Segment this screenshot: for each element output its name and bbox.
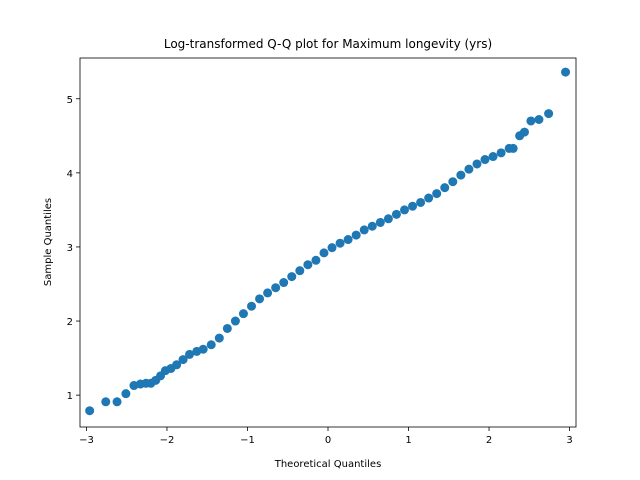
point [519, 127, 529, 137]
point [526, 116, 536, 126]
x-tick-label: 3 [566, 435, 572, 446]
point [230, 316, 240, 326]
point [319, 248, 329, 258]
point [112, 397, 122, 407]
point [101, 397, 111, 407]
point [279, 278, 289, 288]
point [544, 109, 554, 119]
y-tick-label: 1 [67, 391, 73, 402]
point [464, 164, 474, 174]
point [178, 355, 188, 365]
point [472, 159, 482, 169]
point [303, 260, 313, 270]
point [121, 389, 131, 399]
y-tick-label: 3 [67, 243, 73, 254]
point [85, 406, 95, 416]
point [432, 189, 442, 199]
point [399, 205, 409, 215]
point [238, 309, 248, 319]
point [287, 272, 297, 282]
point [448, 177, 458, 187]
point [343, 235, 353, 245]
point [295, 266, 305, 276]
y-tick-label: 2 [67, 317, 73, 328]
x-tick-label: 2 [486, 435, 492, 446]
y-tick-label: 4 [67, 169, 73, 180]
point [222, 323, 232, 333]
point [255, 294, 265, 304]
point [214, 333, 224, 343]
point [247, 301, 257, 311]
point [351, 230, 361, 240]
point [408, 201, 418, 211]
point [391, 209, 401, 219]
chart-title: Log-transformed Q-Q plot for Maximum lon… [164, 37, 492, 51]
point [206, 340, 216, 350]
point [534, 115, 544, 124]
point [416, 197, 426, 207]
point [508, 143, 518, 153]
point [456, 170, 466, 180]
point [480, 155, 490, 165]
x-tick-label: 0 [325, 435, 331, 446]
point [496, 148, 506, 158]
y-tick-label: 5 [67, 95, 73, 106]
point [383, 214, 393, 224]
point [172, 360, 182, 370]
x-tick-label: −2 [160, 435, 175, 446]
plot-frame [79, 57, 577, 428]
y-axis-label: Sample Quantiles [43, 198, 54, 286]
point [561, 67, 571, 77]
point [263, 288, 273, 298]
x-tick-label: 1 [405, 435, 411, 446]
point [185, 349, 195, 359]
point [440, 183, 450, 193]
point [198, 344, 208, 354]
point [271, 283, 281, 293]
x-tick-label: −3 [79, 435, 94, 446]
x-tick-label: −1 [240, 435, 255, 446]
point [327, 243, 337, 253]
point [311, 255, 321, 265]
point [375, 217, 385, 227]
point [335, 238, 345, 248]
point [488, 152, 498, 162]
point [367, 221, 377, 231]
x-axis-label: Theoretical Quantiles [274, 459, 382, 470]
point [424, 193, 434, 203]
point [359, 225, 369, 235]
